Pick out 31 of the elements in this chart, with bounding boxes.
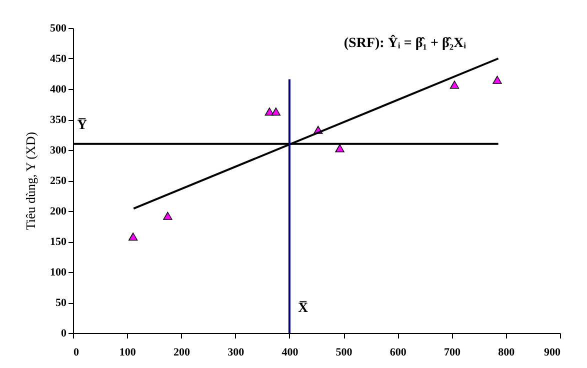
x-tick-label: 500	[336, 346, 353, 358]
x-tick-label: 100	[119, 346, 136, 358]
y-tick-label: 300	[50, 144, 67, 156]
point	[271, 108, 280, 116]
y-axis-title: Tiêu dùng, Y (XD)	[23, 132, 38, 230]
y-tick-label: 250	[50, 175, 67, 187]
y-tick-label: 100	[50, 266, 67, 278]
y-tick-label: 350	[50, 114, 67, 126]
y-tick-label: 50	[56, 297, 67, 309]
point	[163, 212, 172, 220]
annotation: X̅	[298, 300, 308, 316]
x-tick-label: 400	[282, 346, 299, 358]
y-tick-label: 0	[61, 328, 67, 340]
x-tick-label: 900	[544, 346, 561, 358]
x-tick-label: 300	[228, 346, 245, 358]
point	[450, 80, 460, 89]
point	[335, 144, 344, 152]
x-tick-label: 800	[498, 346, 516, 358]
y-tick-label: 450	[50, 53, 67, 65]
point	[128, 232, 138, 241]
y-tick-label: 200	[50, 206, 67, 218]
x-tick-label: 600	[390, 346, 407, 358]
annotation: (SRF): Ŷᵢ = β̂₁ + β̂₂Xᵢ	[344, 34, 467, 51]
x-tick-label: 700	[444, 346, 462, 358]
y-tick-label: 400	[50, 84, 67, 96]
x-tick-label: 0	[74, 346, 80, 358]
point	[492, 76, 502, 84]
x-tick-label: 200	[173, 346, 190, 358]
y-tick-label: 500	[50, 22, 67, 34]
annotation: Y̅	[76, 118, 88, 133]
y-tick-label: 150	[50, 236, 67, 248]
